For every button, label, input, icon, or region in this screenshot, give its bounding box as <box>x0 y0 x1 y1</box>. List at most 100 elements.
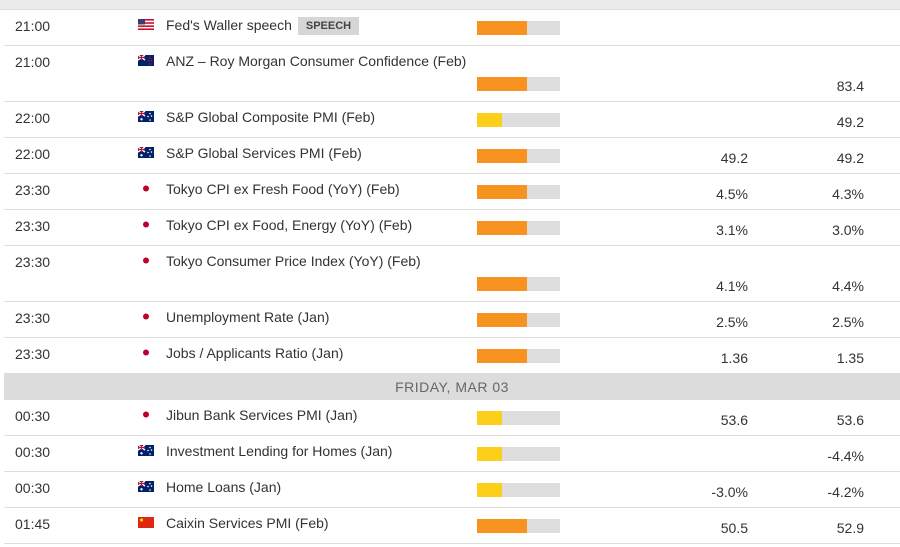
impact-bar <box>477 113 560 127</box>
event-time: 21:00 <box>15 54 51 70</box>
previous-value: 3.0% <box>832 222 864 238</box>
au-flag-icon <box>137 443 154 456</box>
consensus-value: 1.36 <box>720 350 748 366</box>
jp-flag-icon <box>138 181 154 194</box>
event-row[interactable]: 01:45 Caixin Services PMI (Feb) 50.5 52.… <box>4 508 900 544</box>
economic-calendar-table: 21:00 Fed's Waller speech SPEECH 21:00 AN… <box>4 10 900 544</box>
impact-fill-medium <box>477 411 502 425</box>
event-name[interactable]: Tokyo Consumer Price Index (YoY) (Feb) <box>166 253 421 269</box>
impact-fill-high <box>477 77 527 91</box>
event-name[interactable]: Jobs / Applicants Ratio (Jan) <box>166 345 343 361</box>
event-name-text: Fed's Waller speech <box>166 17 292 33</box>
event-name-text: S&P Global Services PMI (Feb) <box>166 145 362 161</box>
impact-bar <box>477 277 560 291</box>
event-row[interactable]: 22:00 S&P Global Composite PMI (Feb) 49.… <box>4 102 900 138</box>
event-time: 23:30 <box>15 346 51 362</box>
impact-fill-high <box>477 221 527 235</box>
impact-bar <box>477 77 560 91</box>
impact-bar <box>477 349 560 363</box>
impact-fill-medium <box>477 113 502 127</box>
event-time: 23:30 <box>15 254 51 270</box>
event-time: 22:00 <box>15 110 51 126</box>
au-flag-icon <box>137 109 154 122</box>
impact-bar <box>477 313 560 327</box>
event-time: 23:30 <box>15 218 51 234</box>
event-row[interactable]: 23:30 Tokyo CPI ex Food, Energy (YoY) (F… <box>4 210 900 246</box>
event-row[interactable]: 00:30 Home Loans (Jan) -3.0% -4.2% <box>4 472 900 508</box>
event-name[interactable]: S&P Global Services PMI (Feb) <box>166 145 362 161</box>
event-name[interactable]: Fed's Waller speech SPEECH <box>166 17 360 36</box>
previous-value: -4.4% <box>827 448 864 464</box>
event-time: 00:30 <box>15 444 51 460</box>
event-time: 22:00 <box>15 146 51 162</box>
impact-bar <box>477 185 560 199</box>
event-name[interactable]: ANZ – Roy Morgan Consumer Confidence (Fe… <box>166 53 466 69</box>
previous-value: 4.3% <box>832 186 864 202</box>
event-name[interactable]: Investment Lending for Homes (Jan) <box>166 443 392 459</box>
event-name-text: Tokyo Consumer Price Index (YoY) (Feb) <box>166 253 421 269</box>
event-row[interactable]: 23:30 Tokyo CPI ex Fresh Food (YoY) (Feb… <box>4 174 900 210</box>
event-name[interactable]: Tokyo CPI ex Food, Energy (YoY) (Feb) <box>166 217 412 233</box>
event-name-text: Unemployment Rate (Jan) <box>166 309 330 325</box>
previous-value: 2.5% <box>832 314 864 330</box>
event-row[interactable]: 23:30 Jobs / Applicants Ratio (Jan) 1.36… <box>4 338 900 374</box>
event-row[interactable]: 23:30 Unemployment Rate (Jan) 2.5% 2.5% <box>4 302 900 338</box>
jp-flag-icon <box>138 309 154 322</box>
event-name-text: Home Loans (Jan) <box>166 479 282 495</box>
event-row[interactable]: 00:30 Investment Lending for Homes (Jan)… <box>4 436 900 472</box>
event-name[interactable]: Tokyo CPI ex Fresh Food (YoY) (Feb) <box>166 181 400 197</box>
speech-badge: SPEECH <box>297 17 360 36</box>
event-name-text: Investment Lending for Homes (Jan) <box>166 443 393 459</box>
impact-fill-high <box>477 519 527 533</box>
event-row[interactable]: 23:30 Tokyo Consumer Price Index (YoY) (… <box>4 246 900 302</box>
event-row[interactable]: 22:00 S&P Global Services PMI (Feb) 49.2… <box>4 138 900 174</box>
impact-fill-medium <box>477 483 502 497</box>
consensus-value: 2.5% <box>716 314 748 330</box>
event-name-text: Tokyo CPI ex Fresh Food (YoY) (Feb) <box>166 181 400 197</box>
jp-flag-icon <box>138 345 154 358</box>
nz-flag-icon <box>137 53 154 66</box>
event-time: 23:30 <box>15 310 51 326</box>
us-flag-icon <box>138 17 154 30</box>
au-flag-icon <box>137 479 154 492</box>
event-name-text: S&P Global Composite PMI (Feb) <box>166 109 376 125</box>
event-name-text: Jibun Bank Services PMI (Jan) <box>166 407 358 423</box>
impact-bar <box>477 483 560 497</box>
event-name[interactable]: Caixin Services PMI (Feb) <box>166 515 329 531</box>
previous-value: 53.6 <box>836 412 864 428</box>
previous-value: 49.2 <box>836 150 864 166</box>
impact-fill-high <box>477 185 527 199</box>
au-flag-icon <box>137 145 154 158</box>
event-time: 00:30 <box>15 408 51 424</box>
impact-fill-high <box>477 149 527 163</box>
event-name-text: Jobs / Applicants Ratio (Jan) <box>166 345 344 361</box>
event-name[interactable]: Jibun Bank Services PMI (Jan) <box>166 407 357 423</box>
jp-flag-icon <box>138 217 154 230</box>
impact-bar <box>477 21 560 35</box>
consensus-value: 50.5 <box>720 520 748 536</box>
event-name-text: ANZ – Roy Morgan Consumer Confidence (Fe… <box>166 53 467 69</box>
event-name[interactable]: S&P Global Composite PMI (Feb) <box>166 109 375 125</box>
cn-flag-icon <box>138 515 154 528</box>
previous-value: 1.35 <box>836 350 864 366</box>
impact-bar <box>477 447 560 461</box>
event-name[interactable]: Home Loans (Jan) <box>166 479 281 495</box>
impact-bar <box>477 221 560 235</box>
event-time: 00:30 <box>15 480 51 496</box>
event-row[interactable]: 21:00 ANZ – Roy Morgan Consumer Confiden… <box>4 46 900 102</box>
event-time: 21:00 <box>15 18 51 34</box>
impact-fill-high <box>477 277 527 291</box>
event-row[interactable]: 00:30 Jibun Bank Services PMI (Jan) 53.6… <box>4 400 900 436</box>
impact-fill-high <box>477 21 527 35</box>
previous-value: 4.4% <box>832 278 864 294</box>
event-row[interactable]: 21:00 Fed's Waller speech SPEECH <box>4 10 900 46</box>
previous-value: 83.4 <box>836 78 864 94</box>
impact-bar <box>477 149 560 163</box>
previous-value: -4.2% <box>827 484 864 500</box>
event-name[interactable]: Unemployment Rate (Jan) <box>166 309 329 325</box>
jp-flag-icon <box>138 407 154 420</box>
event-time: 23:30 <box>15 182 51 198</box>
consensus-value: 53.6 <box>720 412 748 428</box>
event-name-text: Tokyo CPI ex Food, Energy (YoY) (Feb) <box>166 217 413 233</box>
jp-flag-icon <box>138 253 154 266</box>
